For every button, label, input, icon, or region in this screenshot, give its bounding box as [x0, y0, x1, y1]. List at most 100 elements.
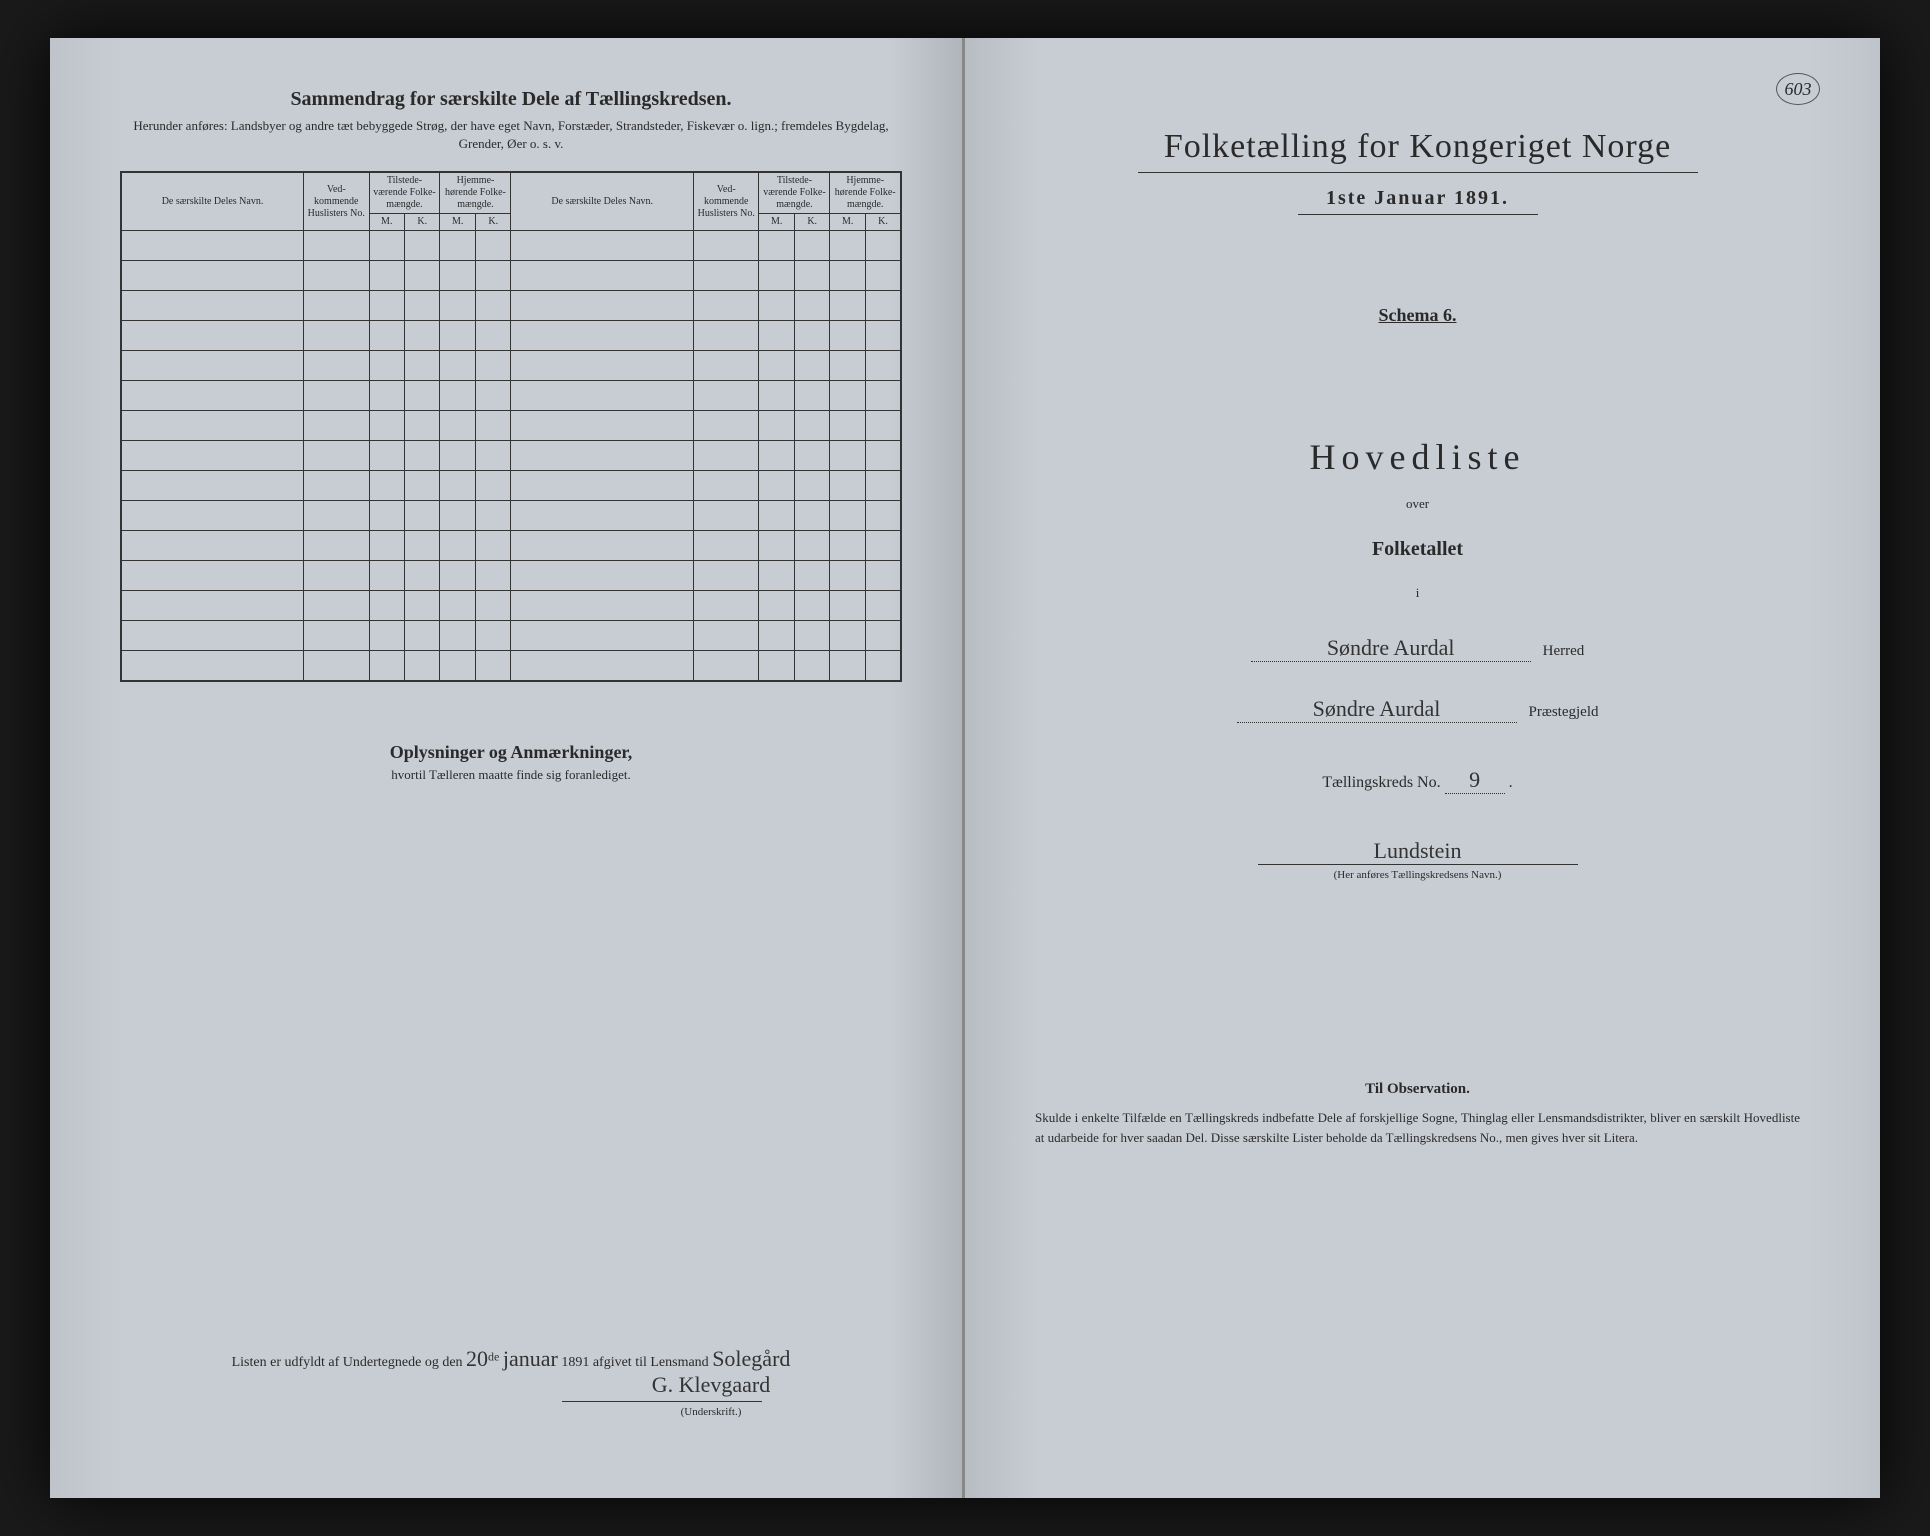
table-cell — [693, 261, 758, 291]
table-cell — [794, 561, 829, 591]
table-row — [121, 231, 901, 261]
table-cell — [475, 621, 510, 651]
table-cell — [794, 291, 829, 321]
table-cell — [865, 261, 901, 291]
listen-prefix: Listen er udfyldt af Undertegnede og den — [232, 1355, 463, 1370]
table-cell — [865, 231, 901, 261]
underskrift-label: (Underskrift.) — [520, 1406, 902, 1418]
census-date: 1ste Januar 1891. — [1025, 187, 1810, 210]
col-k: K. — [405, 214, 440, 231]
table-cell — [475, 411, 510, 441]
oplys-sub: hvortil Tælleren maatte finde sig foranl… — [120, 767, 902, 783]
table-cell — [304, 561, 369, 591]
table-cell — [794, 351, 829, 381]
table-cell — [405, 471, 440, 501]
table-cell — [511, 381, 694, 411]
table-cell — [830, 321, 865, 351]
table-cell — [475, 651, 510, 681]
left-page: Sammendrag for særskilte Dele af Tælling… — [50, 38, 965, 1498]
table-cell — [304, 411, 369, 441]
table-cell — [830, 501, 865, 531]
table-cell — [475, 261, 510, 291]
col-navn-1: De særskilte Deles Navn. — [121, 172, 304, 231]
table-cell — [405, 291, 440, 321]
taellingskreds-line: Tællingskreds No. 9 . — [1025, 767, 1810, 794]
table-cell — [440, 411, 475, 441]
table-cell — [794, 651, 829, 681]
table-cell — [794, 321, 829, 351]
table-cell — [830, 261, 865, 291]
col-m: M. — [369, 214, 404, 231]
table-cell — [121, 621, 304, 651]
table-cell — [865, 411, 901, 441]
table-cell — [693, 501, 758, 531]
table-cell — [865, 441, 901, 471]
table-cell — [369, 561, 404, 591]
table-cell — [369, 501, 404, 531]
table-cell — [121, 471, 304, 501]
table-cell — [121, 321, 304, 351]
table-row — [121, 591, 901, 621]
table-cell — [830, 471, 865, 501]
right-page: 603 Folketælling for Kongeriget Norge 1s… — [965, 38, 1880, 1498]
table-cell — [794, 231, 829, 261]
table-cell — [405, 591, 440, 621]
table-cell — [693, 351, 758, 381]
taelling-label: Tællingskreds No. — [1322, 774, 1440, 791]
table-cell — [304, 501, 369, 531]
table-cell — [405, 561, 440, 591]
table-cell — [405, 411, 440, 441]
table-cell — [475, 501, 510, 531]
table-cell — [405, 321, 440, 351]
table-cell — [511, 291, 694, 321]
listen-year: 1891 — [561, 1355, 589, 1370]
table-cell — [759, 231, 794, 261]
table-cell — [794, 261, 829, 291]
table-cell — [865, 381, 901, 411]
table-cell — [693, 381, 758, 411]
hovedliste-title: Hovedliste — [1025, 436, 1810, 478]
table-cell — [304, 651, 369, 681]
table-cell — [304, 591, 369, 621]
table-cell — [759, 261, 794, 291]
table-cell — [865, 471, 901, 501]
table-cell — [830, 231, 865, 261]
table-cell — [369, 591, 404, 621]
table-cell — [304, 531, 369, 561]
table-cell — [865, 291, 901, 321]
table-cell — [693, 291, 758, 321]
table-cell — [369, 531, 404, 561]
table-cell — [693, 531, 758, 561]
table-cell — [759, 501, 794, 531]
over-label: over — [1025, 496, 1810, 512]
table-cell — [794, 411, 829, 441]
table-row — [121, 501, 901, 531]
table-cell — [121, 291, 304, 321]
table-cell — [830, 561, 865, 591]
signature-2: G. Klevgaard — [652, 1372, 771, 1397]
summary-subtitle: Herunder anføres: Landsbyer og andre tæt… — [120, 117, 902, 153]
table-row — [121, 321, 901, 351]
col-navn-2: De særskilte Deles Navn. — [511, 172, 694, 231]
table-cell — [369, 351, 404, 381]
table-cell — [759, 471, 794, 501]
table-cell — [304, 441, 369, 471]
table-cell — [693, 231, 758, 261]
table-cell — [369, 381, 404, 411]
table-cell — [369, 651, 404, 681]
table-cell — [304, 261, 369, 291]
col-m: M. — [759, 214, 794, 231]
table-cell — [830, 351, 865, 381]
table-cell — [865, 651, 901, 681]
table-row — [121, 381, 901, 411]
table-cell — [405, 621, 440, 651]
summary-table-head: De særskilte Deles Navn. Ved-kommende Hu… — [121, 172, 901, 231]
table-cell — [121, 591, 304, 621]
table-cell — [121, 231, 304, 261]
table-cell — [369, 441, 404, 471]
table-cell — [511, 351, 694, 381]
table-cell — [511, 411, 694, 441]
table-cell — [794, 471, 829, 501]
table-cell — [830, 531, 865, 561]
table-cell — [693, 591, 758, 621]
